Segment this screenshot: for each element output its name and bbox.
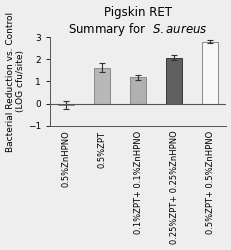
Title: Pigskin RET
Summary for  $\it{S. aureus}$: Pigskin RET Summary for $\it{S. aureus}$ bbox=[68, 6, 207, 38]
Bar bbox=[201, 42, 217, 104]
Y-axis label: Bacterial Reduction vs. Control
(LOG cfu/site): Bacterial Reduction vs. Control (LOG cfu… bbox=[6, 12, 25, 151]
Bar bbox=[130, 78, 146, 104]
Bar bbox=[94, 68, 110, 104]
Bar bbox=[58, 104, 74, 105]
Bar bbox=[165, 58, 182, 104]
